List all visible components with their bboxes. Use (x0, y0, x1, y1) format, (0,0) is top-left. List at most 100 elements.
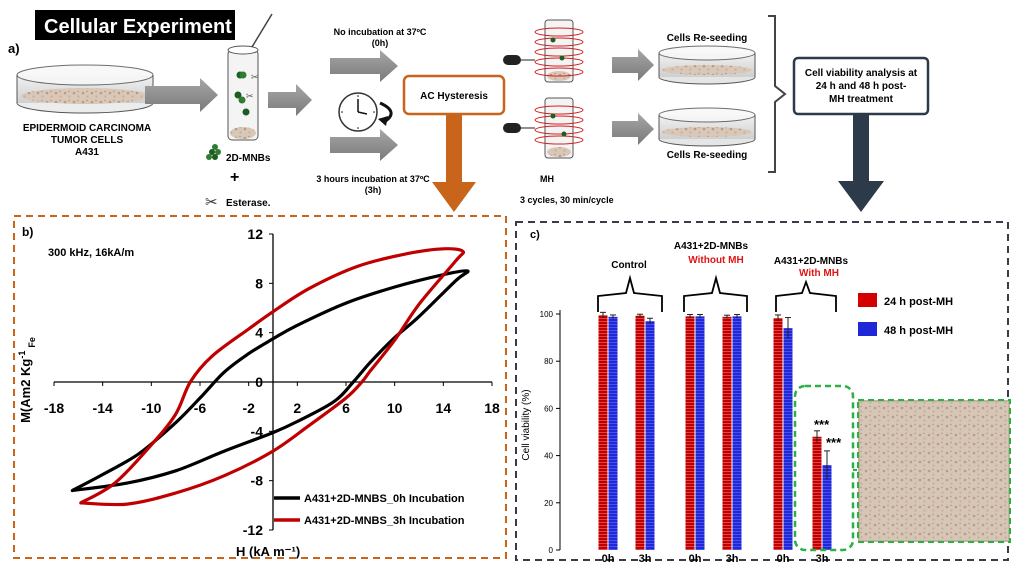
panel-a: Cellular Experiment a) EPIDERMOID CARCIN… (8, 10, 930, 212)
hysteresis-y-label: M(Am2 Kg-1Fe (17, 337, 37, 423)
legend-label-24h: 24 h post-MH (884, 296, 953, 308)
category-label: 0h (689, 553, 702, 565)
bar-48h (695, 316, 705, 550)
pipette-icon (251, 13, 273, 48)
x-tick-label: 2 (293, 400, 301, 416)
significance-48h: *** (826, 435, 842, 450)
bar-y-label: Cell viability (%) (521, 389, 532, 460)
incubation-label-1: 3 hours incubation at 37ºC (316, 174, 430, 184)
group-label-with-note: With MH (799, 268, 839, 279)
panel-b: b) 300 kHz, 16kA/m -18 -14 -10 -6 -2 2 6 10 14 18… (17, 225, 500, 559)
test-tube-icon: ✂ ✂ (227, 13, 273, 141)
category-label: 3h (726, 553, 739, 565)
mnbs-icon (206, 144, 221, 160)
panel-b-label: b) (22, 225, 33, 239)
highlight-box (793, 384, 855, 552)
x-tick-label: -10 (141, 400, 161, 416)
flow-arrow-3h (330, 129, 398, 161)
no-incubation-label-2: (0h) (372, 38, 389, 48)
svg-text:✂: ✂ (251, 72, 259, 82)
legend-swatch-48h (858, 322, 877, 336)
bar-y-tick-label: 20 (544, 499, 553, 508)
flow-arrow-0h (330, 50, 398, 82)
category-label: 0h (777, 553, 790, 565)
hysteresis-x-label: H (kA m⁻¹) (236, 544, 300, 559)
legend-label-0h: A431+2D-MNBS_0h Incubation (304, 493, 465, 505)
panel-a-label: a) (8, 41, 20, 56)
figure-title: Cellular Experiment (44, 16, 232, 38)
reagent-mnbs-label: 2D-MNBs (226, 153, 271, 164)
viability-label-2: 24 h and 48 h post- (816, 81, 907, 92)
bar-24h (812, 436, 822, 550)
incubation-label-2: (3h) (365, 185, 382, 195)
viability-label-1: Cell viability analysis at (805, 68, 918, 79)
culture-dish-icon (16, 64, 154, 114)
group-label-without-note: Without MH (688, 255, 743, 266)
grouping-bracket (768, 15, 787, 173)
significance-24h: *** (814, 417, 830, 432)
group-label-with-name: A431+2D-MNBs (774, 256, 849, 267)
no-incubation-label-1: No incubation at 37ºC (334, 27, 427, 37)
flow-arrow-2 (268, 84, 312, 116)
x-tick-label: 14 (436, 400, 452, 416)
category-label: 3h (816, 553, 829, 565)
group-label-control: Control (611, 260, 647, 271)
y-tick-label: 8 (255, 275, 263, 291)
orange-down-arrow (432, 114, 476, 212)
hysteresis-loop-3h (79, 247, 466, 507)
bar-48h (608, 316, 618, 550)
y-tick-label: 4 (255, 325, 263, 341)
y-tick-label: 12 (247, 226, 263, 242)
x-tick-label: 6 (342, 400, 350, 416)
bar-24h (685, 316, 695, 550)
viability-label-3: MH treatment (829, 94, 894, 105)
bar-48h (732, 316, 742, 550)
mh-tube-top-icon (503, 19, 584, 83)
x-tick-label: -18 (44, 400, 64, 416)
legend-label-48h: 48 h post-MH (884, 325, 953, 337)
reseeding-bottom-label: Cells Re-seeding (667, 150, 748, 161)
bar-48h (645, 321, 655, 550)
flow-arrow-reseed-bottom (612, 113, 654, 145)
bracket-with-mh (775, 279, 837, 312)
ac-hysteresis-label: AC Hysteresis (420, 91, 488, 102)
hysteresis-legend: A431+2D-MNBS_0h Incubation A431+2D-MNBS_… (274, 493, 465, 527)
group-label-without-name: A431+2D-MNBs (674, 241, 749, 252)
x-tick-label: -2 (242, 400, 255, 416)
x-tick-label: -14 (93, 400, 113, 416)
cell-micrograph-image (857, 399, 1011, 543)
dark-down-arrow (838, 114, 884, 212)
panel-b-frame (13, 215, 507, 559)
y-tick-label: -8 (251, 473, 264, 489)
legend-label-3h: A431+2D-MNBS_3h Incubation (304, 515, 465, 527)
bar-legend: 24 h post-MH 48 h post-MH (858, 293, 953, 337)
bar-y-tick-label: 80 (544, 357, 553, 366)
source-cells-label-2: TUMOR CELLS (51, 135, 124, 146)
source-cells-label-3: A431 (75, 147, 99, 158)
hysteresis-loop-0h (70, 269, 470, 493)
mh-tube-bottom-icon (503, 97, 584, 159)
flow-arrow-reseed-top (612, 49, 654, 81)
x-tick-label: -6 (194, 400, 207, 416)
bar-y-tick-label: 0 (549, 546, 554, 555)
x-tick-label: 10 (387, 400, 403, 416)
plus-sign: + (230, 169, 239, 186)
svg-text:✂: ✂ (246, 91, 254, 101)
reagent-esterase-label: Esterase. (226, 198, 271, 209)
bar-48h (783, 328, 793, 550)
y-tick-label: -12 (243, 522, 263, 538)
reseeding-top-label: Cells Re-seeding (667, 33, 748, 44)
bracket-without-mh (683, 274, 748, 312)
panel-c-label: c) (530, 229, 540, 241)
y-tick-label: -4 (251, 423, 264, 439)
mh-cycles-label: 3 cycles, 30 min/cycle (520, 195, 614, 205)
bar-24h (722, 316, 732, 550)
panel-c: c) Control A431+2D-MNBs Without MH A431+… (521, 229, 1011, 565)
flow-arrow-1 (145, 78, 218, 112)
mh-label: MH (540, 174, 554, 184)
panel-c-frame (515, 221, 1009, 561)
x-tick-label: 18 (484, 400, 500, 416)
title-banner (35, 10, 235, 40)
source-cells-label-1: EPIDERMOID CARCINOMA (23, 123, 151, 134)
